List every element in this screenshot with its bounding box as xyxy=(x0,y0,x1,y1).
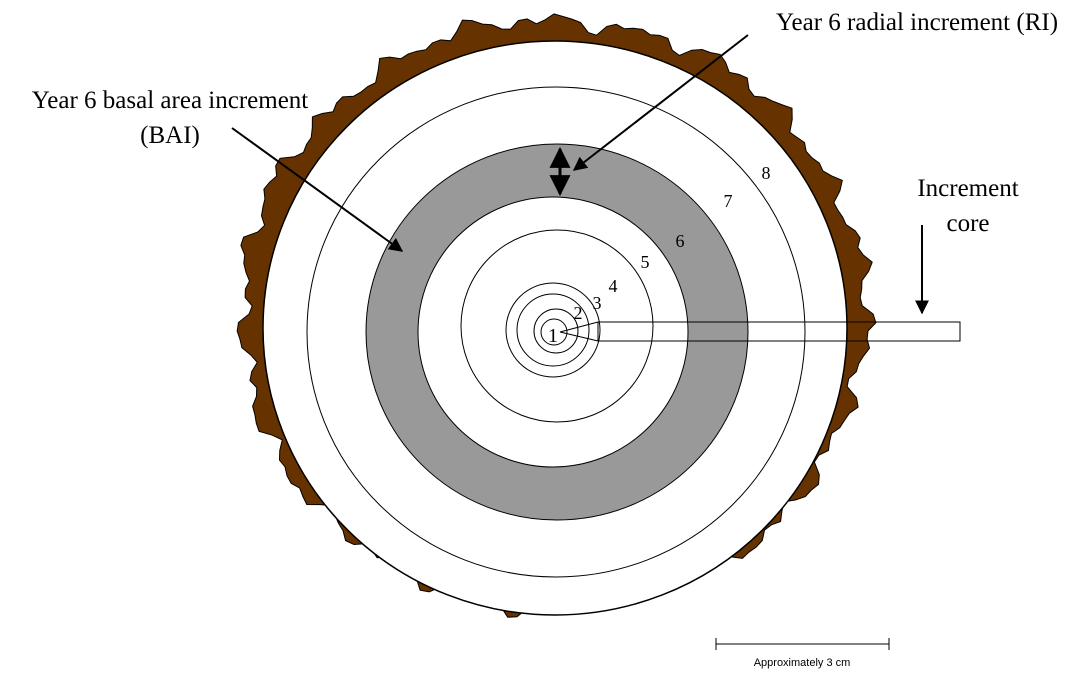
ring-label: 3 xyxy=(593,293,602,313)
core-label: Increment xyxy=(917,175,1018,202)
ring-label: 4 xyxy=(609,276,618,296)
scale-bar-label: Approximately 3 cm xyxy=(754,657,851,669)
ring-label: 8 xyxy=(762,163,771,183)
ring-label: 6 xyxy=(676,231,685,251)
core-label: core xyxy=(946,210,989,237)
ring-label: 1 xyxy=(548,325,558,347)
bai-label: (BAI) xyxy=(140,122,200,149)
bai-label: Year 6 basal area increment xyxy=(32,87,309,114)
ring-label: 2 xyxy=(574,303,583,323)
ri-label: Year 6 radial increment (RI) xyxy=(776,9,1058,36)
scale-bar xyxy=(716,638,889,650)
ring-label: 5 xyxy=(641,252,650,272)
diagram: 1 2 3 4 5 6 7 8 Year 6 radial increment … xyxy=(0,0,1086,675)
ring-label: 7 xyxy=(724,191,733,211)
